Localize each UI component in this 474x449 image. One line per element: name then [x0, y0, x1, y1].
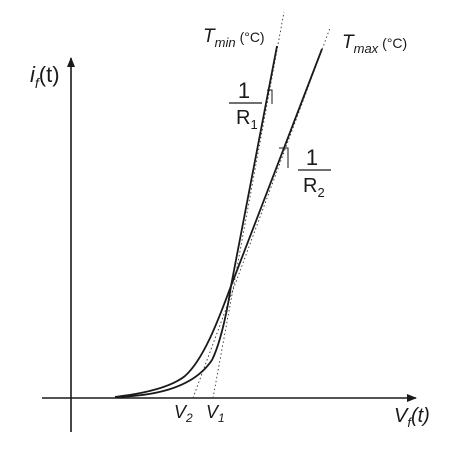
r2-slope-fraction: 1 R2 [298, 145, 331, 200]
r1-slope-triangle [267, 89, 273, 104]
v1-marker-label: V1 [206, 402, 225, 425]
v2-marker-label: V2 [174, 402, 193, 425]
r2-denominator: R2 [303, 175, 325, 200]
tmin-tangent-line [212, 11, 285, 399]
tmax-label: Tmax (°C) [342, 32, 407, 56]
tmax-curve [114, 48, 323, 398]
tmin-label: Tmin (°C) [203, 26, 265, 50]
r2-slope-triangle [279, 147, 289, 168]
r2-numerator: 1 [306, 145, 318, 170]
y-axis-label: if(t) [30, 62, 60, 91]
tmin-curve [114, 45, 278, 398]
x-axis-label: Vf(t) [394, 405, 430, 430]
r1-numerator: 1 [238, 78, 250, 103]
r1-slope-fraction: 1 R1 [229, 78, 262, 132]
r1-denominator: R1 [236, 107, 258, 132]
